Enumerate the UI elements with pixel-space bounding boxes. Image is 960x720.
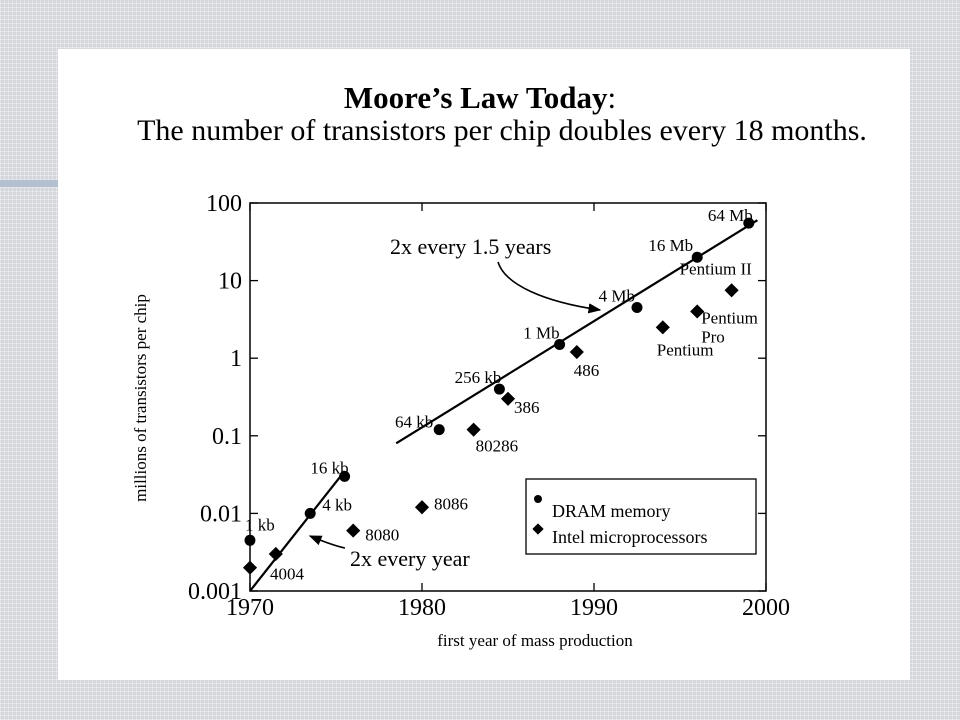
slide-title-bold: Moore’s Law Today <box>343 80 608 115</box>
data-points <box>242 217 755 575</box>
y-tick-label-10: 10 <box>218 269 242 295</box>
label-4-kb: 4 kb <box>322 495 352 514</box>
legend-box <box>525 478 757 555</box>
point-16-kb <box>339 470 351 482</box>
annotation-2x-every-year: 2x every year <box>350 546 470 571</box>
y-axis-label: millions of transistors per chip <box>131 294 150 502</box>
point-80286 <box>466 422 481 437</box>
point-1-mb <box>554 339 566 351</box>
point-pentium-pro <box>690 304 705 319</box>
point-point-1-1 <box>268 546 283 562</box>
slide-title-colon: : <box>607 80 617 115</box>
point-64-mb <box>743 217 755 229</box>
legend-marker-dram <box>534 495 542 503</box>
x-tick-label-1970: 1970 <box>226 595 274 621</box>
x-axis-ticks: 1970 1980 1990 2000 <box>226 203 790 621</box>
label-8080: 8080 <box>365 526 399 545</box>
y-axis-ticks: 0.001 0.01 0.1 1 10 100 <box>188 191 766 605</box>
label-486: 486 <box>574 361 600 380</box>
label-80286: 80286 <box>476 437 518 456</box>
point-8086 <box>414 500 430 515</box>
x-tick-label-1990: 1990 <box>570 595 618 621</box>
label-256-kb: 256 kb <box>455 368 502 387</box>
trend-line-1 <box>249 470 346 592</box>
point-8080 <box>346 523 361 538</box>
point-386 <box>500 391 516 406</box>
plot-frame <box>249 202 767 592</box>
y-tick-label-0-1: 0.1 <box>212 424 242 450</box>
accent-bar <box>0 180 58 187</box>
x-axis-label: first year of mass production <box>437 631 633 650</box>
point-1-kb <box>244 534 256 546</box>
label-386: 386 <box>514 398 540 417</box>
legend-marker-intel <box>532 523 544 535</box>
point-4-kb <box>304 507 316 519</box>
legend-entry-intel: Intel microprocessors <box>552 527 707 547</box>
point-pentium <box>655 320 670 335</box>
slide-background <box>58 49 910 680</box>
label-16-mb: 16 Mb <box>648 236 693 255</box>
label-64-mb: 64 Mb <box>708 206 753 225</box>
label-1-mb: 1 Mb <box>523 324 559 343</box>
legend: DRAM memory Intel microprocessors <box>525 478 757 555</box>
x-tick-label-1980: 1980 <box>398 595 446 621</box>
point-4-mb <box>631 302 643 314</box>
point-16-mb <box>691 251 703 263</box>
x-tick-label-2000: 2000 <box>742 595 790 621</box>
annotation-arrow-1 <box>308 535 346 549</box>
label-8086: 8086 <box>434 494 468 513</box>
label-pentium-pro: Pentium Pro <box>701 308 758 346</box>
point-labels: 1 kb 4 kb 16 kb 64 kb 256 kb 1 Mb 4 Mb 16 Mb 64 … <box>245 206 758 583</box>
label-pentium-ii: Pentium II <box>680 259 753 278</box>
point-486 <box>569 344 584 360</box>
label-1-kb: 1 kb <box>245 515 275 534</box>
point-64-kb <box>433 424 445 436</box>
label-64-kb: 64 kb <box>395 413 433 432</box>
label-pentium: Pentium <box>657 340 714 359</box>
y-tick-label-0-01: 0.01 <box>200 501 242 527</box>
slide-subtitle: The number of transistors per chip doubl… <box>137 114 867 147</box>
point-pentium-ii <box>724 283 739 298</box>
label-4-mb: 4 Mb <box>599 287 635 306</box>
y-tick-label-0-001: 0.001 <box>188 579 242 605</box>
label-4004: 4004 <box>270 565 305 584</box>
point-256-kb <box>493 383 505 395</box>
annotations: 2x every year 2x every 1.5 years <box>308 234 602 571</box>
annotation-arrow-2 <box>497 261 602 314</box>
label-16-kb: 16 kb <box>310 458 348 477</box>
point-4004 <box>242 560 258 575</box>
slide-title: Moore’s Law Today: <box>0 80 960 116</box>
y-tick-label-1: 1 <box>230 346 242 372</box>
annotation-2x-every-1-5-years: 2x every 1.5 years <box>390 234 551 259</box>
legend-entry-dram: DRAM memory <box>552 501 671 521</box>
y-tick-label-100: 100 <box>206 191 242 217</box>
